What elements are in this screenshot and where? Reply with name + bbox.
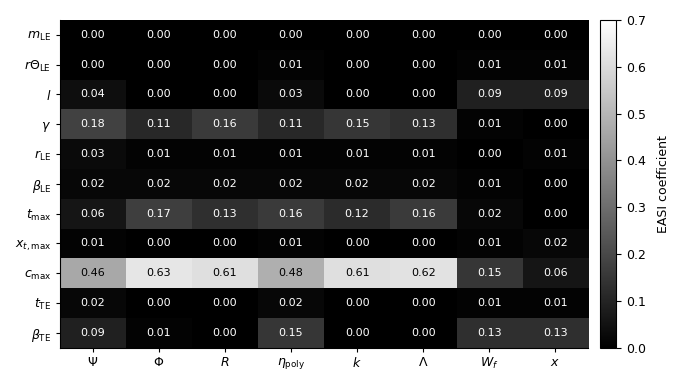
Text: 0.01: 0.01 — [543, 60, 568, 69]
Text: 0.15: 0.15 — [477, 268, 501, 278]
Text: 0.02: 0.02 — [411, 179, 436, 189]
Text: 0.00: 0.00 — [543, 179, 568, 189]
Text: 0.00: 0.00 — [345, 328, 369, 338]
Text: 0.00: 0.00 — [80, 60, 105, 69]
Text: 0.00: 0.00 — [345, 60, 369, 69]
Text: 0.02: 0.02 — [80, 298, 105, 308]
Text: 0.16: 0.16 — [212, 119, 237, 129]
Text: 0.04: 0.04 — [80, 90, 105, 100]
Text: 0.01: 0.01 — [279, 149, 303, 159]
Text: 0.02: 0.02 — [279, 179, 303, 189]
Text: 0.01: 0.01 — [543, 149, 568, 159]
Text: 0.01: 0.01 — [279, 238, 303, 248]
Text: 0.17: 0.17 — [147, 208, 171, 218]
Text: 0.02: 0.02 — [80, 179, 105, 189]
Text: 0.00: 0.00 — [411, 90, 436, 100]
Text: 0.00: 0.00 — [345, 298, 369, 308]
Text: 0.01: 0.01 — [212, 149, 237, 159]
Text: 0.06: 0.06 — [80, 208, 105, 218]
Text: 0.02: 0.02 — [345, 179, 369, 189]
Text: 0.00: 0.00 — [411, 298, 436, 308]
Text: 0.15: 0.15 — [345, 119, 369, 129]
Text: 0.00: 0.00 — [147, 238, 171, 248]
Text: 0.00: 0.00 — [411, 30, 436, 40]
Text: 0.00: 0.00 — [147, 298, 171, 308]
Text: 0.01: 0.01 — [477, 298, 501, 308]
Text: 0.01: 0.01 — [477, 119, 501, 129]
Text: 0.01: 0.01 — [543, 298, 568, 308]
Text: 0.00: 0.00 — [212, 30, 237, 40]
Text: 0.01: 0.01 — [147, 328, 171, 338]
Text: 0.02: 0.02 — [543, 238, 568, 248]
Text: 0.00: 0.00 — [477, 30, 501, 40]
Text: 0.16: 0.16 — [279, 208, 303, 218]
Text: 0.00: 0.00 — [411, 328, 436, 338]
Text: 0.61: 0.61 — [345, 268, 369, 278]
Text: 0.00: 0.00 — [80, 30, 105, 40]
Text: 0.00: 0.00 — [212, 328, 237, 338]
Text: 0.12: 0.12 — [345, 208, 369, 218]
Text: 0.63: 0.63 — [147, 268, 171, 278]
Text: 0.48: 0.48 — [279, 268, 303, 278]
Text: 0.01: 0.01 — [345, 149, 369, 159]
Text: 0.11: 0.11 — [279, 119, 303, 129]
Text: 0.01: 0.01 — [411, 149, 436, 159]
Text: 0.13: 0.13 — [212, 208, 237, 218]
Text: 0.00: 0.00 — [212, 238, 237, 248]
Text: 0.62: 0.62 — [411, 268, 436, 278]
Text: 0.00: 0.00 — [543, 208, 568, 218]
Text: 0.13: 0.13 — [411, 119, 436, 129]
Text: 0.00: 0.00 — [147, 60, 171, 69]
Text: 0.00: 0.00 — [345, 90, 369, 100]
Text: 0.01: 0.01 — [147, 149, 171, 159]
Text: 0.00: 0.00 — [279, 30, 303, 40]
Text: 0.03: 0.03 — [80, 149, 105, 159]
Text: 0.00: 0.00 — [477, 149, 501, 159]
Text: 0.00: 0.00 — [212, 298, 237, 308]
Text: 0.00: 0.00 — [212, 60, 237, 69]
Text: 0.00: 0.00 — [543, 119, 568, 129]
Text: 0.01: 0.01 — [80, 238, 105, 248]
Text: 0.46: 0.46 — [80, 268, 105, 278]
Text: 0.02: 0.02 — [212, 179, 237, 189]
Text: 0.00: 0.00 — [411, 238, 436, 248]
Y-axis label: EASI coefficient: EASI coefficient — [657, 135, 670, 233]
Text: 0.06: 0.06 — [543, 268, 568, 278]
Text: 0.00: 0.00 — [345, 30, 369, 40]
Text: 0.03: 0.03 — [279, 90, 303, 100]
Text: 0.02: 0.02 — [279, 298, 303, 308]
Text: 0.02: 0.02 — [147, 179, 171, 189]
Text: 0.00: 0.00 — [147, 90, 171, 100]
Text: 0.13: 0.13 — [543, 328, 568, 338]
Text: 0.01: 0.01 — [477, 238, 501, 248]
Text: 0.01: 0.01 — [477, 179, 501, 189]
Text: 0.01: 0.01 — [279, 60, 303, 69]
Text: 0.00: 0.00 — [147, 30, 171, 40]
Text: 0.09: 0.09 — [80, 328, 105, 338]
Text: 0.15: 0.15 — [279, 328, 303, 338]
Text: 0.11: 0.11 — [147, 119, 171, 129]
Text: 0.00: 0.00 — [543, 30, 568, 40]
Text: 0.18: 0.18 — [80, 119, 105, 129]
Text: 0.01: 0.01 — [477, 60, 501, 69]
Text: 0.13: 0.13 — [477, 328, 501, 338]
Text: 0.09: 0.09 — [477, 90, 501, 100]
Text: 0.00: 0.00 — [212, 90, 237, 100]
Text: 0.00: 0.00 — [411, 60, 436, 69]
Text: 0.00: 0.00 — [345, 238, 369, 248]
Text: 0.16: 0.16 — [411, 208, 436, 218]
Text: 0.09: 0.09 — [543, 90, 568, 100]
Text: 0.02: 0.02 — [477, 208, 501, 218]
Text: 0.61: 0.61 — [212, 268, 237, 278]
